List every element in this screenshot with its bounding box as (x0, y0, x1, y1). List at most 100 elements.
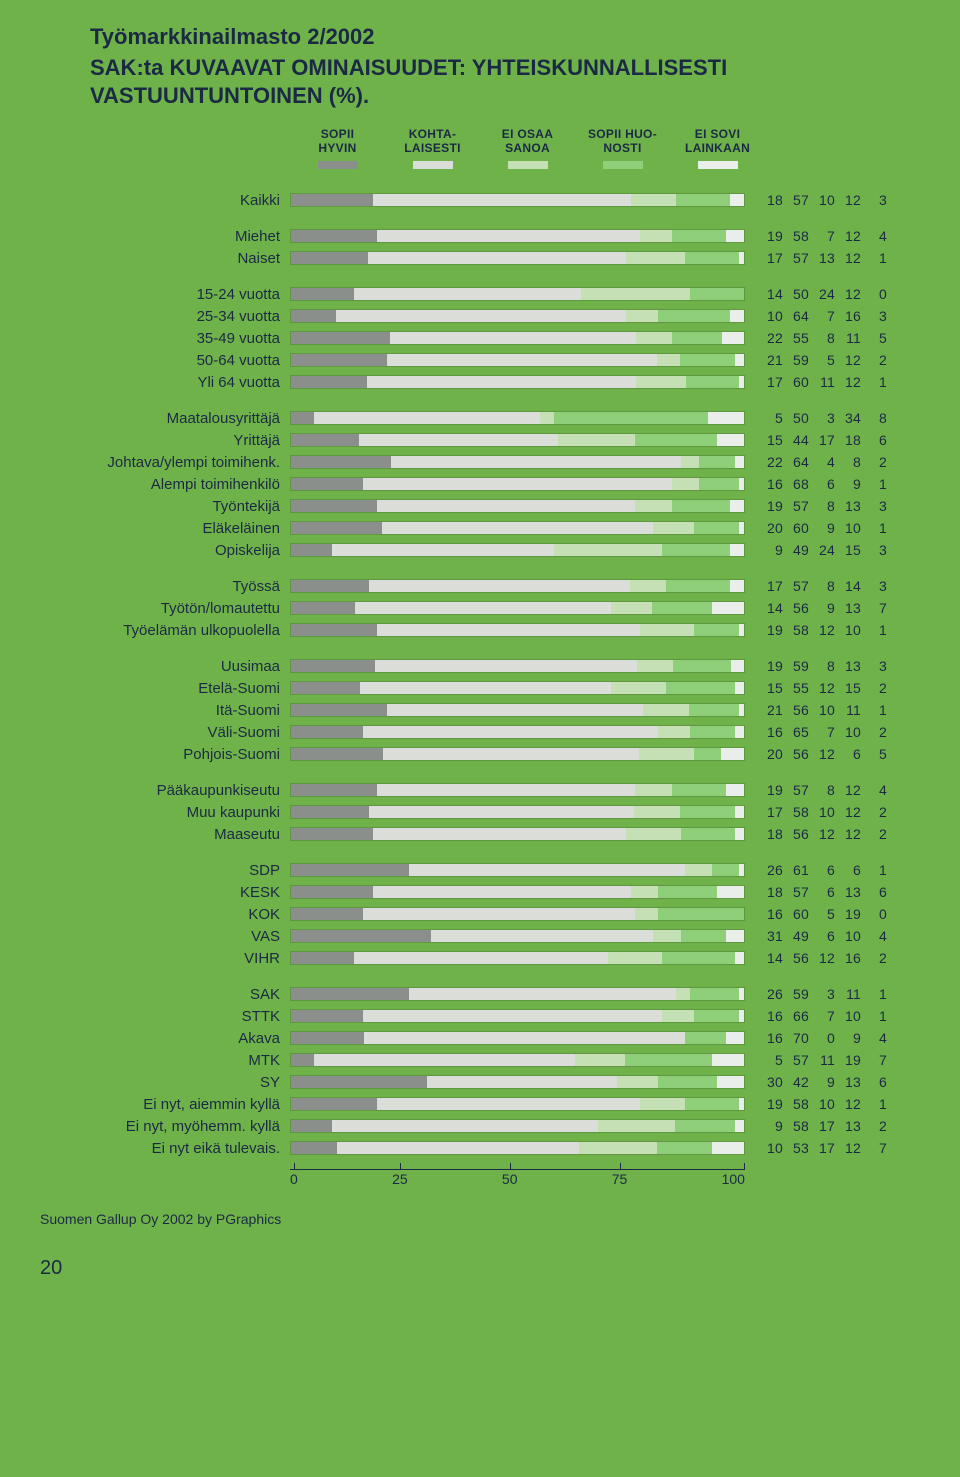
stacked-bar (290, 1119, 745, 1133)
row-label: SDP (90, 862, 290, 879)
value: 59 (783, 658, 809, 674)
row-values: 16657102 (745, 724, 887, 740)
bar-segment (739, 864, 744, 876)
row-label: Uusimaa (90, 658, 290, 675)
value: 16 (757, 476, 783, 492)
bar-segment (291, 828, 373, 840)
value: 9 (809, 1074, 835, 1090)
bar-segment (658, 886, 717, 898)
row-values: 17578143 (745, 578, 887, 594)
stacked-bar (290, 521, 745, 535)
data-row: Eläkeläinen20609101 (90, 517, 920, 539)
row-values: 2661661 (745, 862, 887, 878)
bar-segment (291, 784, 377, 796)
value: 6 (809, 884, 835, 900)
row-group: Kaikki185710123 (90, 189, 920, 211)
value: 19 (757, 1096, 783, 1112)
stacked-bar (290, 1031, 745, 1045)
value: 64 (783, 454, 809, 470)
bar-segment (611, 682, 666, 694)
bar-segment (735, 806, 744, 818)
bar-segment (291, 354, 387, 366)
value: 2 (861, 680, 887, 696)
bar-segment (694, 522, 739, 534)
bar-segment (291, 332, 390, 344)
axis-tick: 100 (722, 1171, 745, 1187)
bar-segment (694, 748, 721, 760)
bar-segment (735, 1120, 744, 1132)
value: 3 (861, 192, 887, 208)
value: 6 (809, 476, 835, 492)
bar-segment (640, 1098, 685, 1110)
value: 17 (757, 804, 783, 820)
value: 12 (835, 192, 861, 208)
data-row: MTK55711197 (90, 1049, 920, 1071)
value: 14 (757, 286, 783, 302)
value: 19 (757, 228, 783, 244)
bar-segment (672, 230, 726, 242)
bar-segment (383, 748, 639, 760)
value: 61 (783, 862, 809, 878)
bar-segment (635, 784, 671, 796)
value: 1 (861, 1008, 887, 1024)
value: 7 (809, 308, 835, 324)
bar-segment (363, 908, 635, 920)
bar-segment (291, 1120, 332, 1132)
value: 57 (783, 1052, 809, 1068)
bar-segment (291, 930, 431, 942)
bar-segment (726, 784, 744, 796)
value: 4 (861, 928, 887, 944)
value: 8 (835, 454, 861, 470)
value: 5 (809, 352, 835, 368)
row-label: MTK (90, 1052, 290, 1069)
bar-segment (635, 434, 717, 446)
data-row: Alempi toimihenkilö1668691 (90, 473, 920, 495)
value: 15 (757, 432, 783, 448)
bar-segment (690, 988, 740, 1000)
bar-segment (680, 806, 735, 818)
legend-item: SOPIIHYVIN (290, 127, 385, 169)
row-values: 155512152 (745, 680, 887, 696)
bar-segment (680, 354, 735, 366)
bar-segment (291, 908, 363, 920)
value: 7 (861, 600, 887, 616)
value: 12 (835, 804, 861, 820)
value: 20 (757, 746, 783, 762)
legend-swatch (603, 161, 643, 169)
bar-segment (291, 522, 382, 534)
value: 56 (783, 950, 809, 966)
bar-segment (373, 194, 631, 206)
value: 17 (809, 1118, 835, 1134)
bar-segment (369, 580, 630, 592)
stacked-bar (290, 703, 745, 717)
value: 13 (835, 884, 861, 900)
bar-segment (639, 748, 694, 760)
row-label: Yli 64 vuotta (90, 374, 290, 391)
bar-segment (291, 704, 387, 716)
stacked-bar (290, 375, 745, 389)
value: 6 (861, 1074, 887, 1090)
bar-segment (735, 726, 744, 738)
bar-segment (657, 1142, 712, 1154)
stacked-bar (290, 455, 745, 469)
row-label: Muu kaupunki (90, 804, 290, 821)
value: 16 (835, 950, 861, 966)
bar-segment (657, 354, 680, 366)
bar-segment (712, 864, 739, 876)
value: 11 (835, 702, 861, 718)
value: 12 (835, 1096, 861, 1112)
value: 60 (783, 906, 809, 922)
legend: SOPIIHYVINKOHTA-LAISESTIEI OSAASANOASOPI… (290, 127, 920, 169)
value: 16 (757, 1008, 783, 1024)
stacked-bar (290, 309, 745, 323)
row-label: Miehet (90, 228, 290, 245)
row-values: 5503348 (745, 410, 887, 426)
data-row: 35-49 vuotta22558115 (90, 327, 920, 349)
bar-segment (640, 624, 694, 636)
row-values: 94924153 (745, 542, 887, 558)
row-values: 19598133 (745, 658, 887, 674)
value: 5 (757, 1052, 783, 1068)
row-values: 185710123 (745, 192, 887, 208)
row-values: 18576136 (745, 884, 887, 900)
stacked-bar (290, 1053, 745, 1067)
